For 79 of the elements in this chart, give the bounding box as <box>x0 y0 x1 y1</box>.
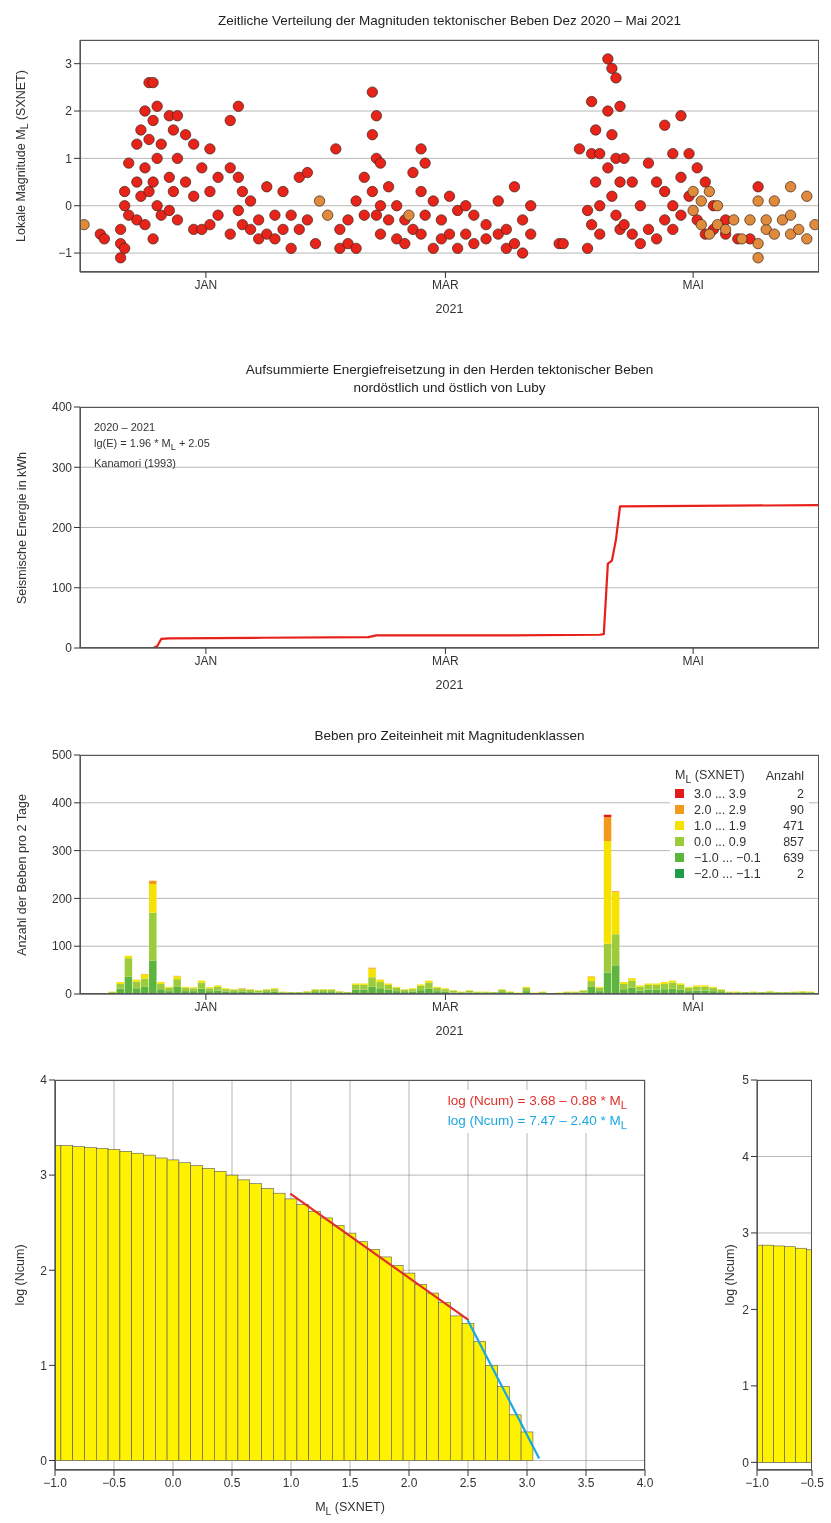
y-tick-label: 100 <box>51 939 73 954</box>
y-tick-label: −1 <box>58 246 73 261</box>
x-tick-label: MAI <box>682 999 704 1014</box>
annotation: 639 <box>783 850 804 865</box>
y-tick-label: 0 <box>742 1455 750 1470</box>
x-tick-label: 0.0 <box>164 1475 182 1490</box>
annotation: Kanamori (1993) <box>94 457 176 470</box>
y-tick-label: 200 <box>51 891 73 906</box>
x-axis-title: 2021 <box>435 678 464 692</box>
y-tick-label: 1 <box>65 151 73 166</box>
legend-label: 0.0 ... 0.9 <box>694 834 747 849</box>
annotation: Anzahl <box>765 769 804 784</box>
y-tick-label: 400 <box>51 796 73 811</box>
y-tick-label: 4 <box>742 1149 750 1164</box>
x-tick-label: 3.0 <box>518 1475 536 1490</box>
text: log (Ncum) = 3.68 – 0.88 * M$_{L}$ <box>447 1093 627 1111</box>
y-tick-label: 0 <box>40 1453 48 1468</box>
x-tick-label: 1.5 <box>341 1475 359 1490</box>
x-axis-title: 2021 <box>435 302 464 316</box>
x-axis-title: M$_{L}$ (SXNET) <box>315 1500 385 1517</box>
x-tick-label: 2.0 <box>400 1475 418 1490</box>
y-tick-label: 2 <box>40 1263 48 1278</box>
chart-title: Beben pro Zeiteinheit mit Magnitudenklassen <box>314 728 585 743</box>
chart-title: Aufsummierte Energiefreisetzung in den Herden tektonischer Beben nordöstlich und östlich von Luby <box>245 362 654 395</box>
annotation: 2020 – 2021 <box>94 421 156 433</box>
legend-label: 2.0 ... 2.9 <box>694 802 747 817</box>
y-tick-label: 0 <box>65 641 73 656</box>
legend-label: −1.0 ... −0.1 <box>694 850 761 865</box>
x-tick-label: 2.5 <box>459 1475 477 1490</box>
y-tick-label: 1 <box>742 1379 750 1394</box>
x-tick-label: MAI <box>682 277 704 292</box>
annotation: lg(E) = 1.96 * M$_{L}$ + 2.05 <box>94 437 210 453</box>
x-tick-label: 1.0 <box>282 1475 300 1490</box>
y-tick-label: 5 <box>742 1073 750 1088</box>
y-axis-title: log (Ncum) <box>13 1244 27 1306</box>
y-tick-label: 400 <box>51 400 73 415</box>
y-tick-label: 100 <box>51 581 73 596</box>
x-tick-label: MAI <box>682 653 704 668</box>
x-tick-label: −0.5 <box>800 1475 825 1490</box>
legend-label: 3.0 ... 3.9 <box>694 786 747 801</box>
y-tick-label: 3 <box>65 56 73 71</box>
x-tick-label: JAN <box>194 653 218 668</box>
annotation: 471 <box>783 818 804 833</box>
y-axis-title: Seismische Energie in kWh <box>15 451 29 604</box>
y-axis-title: log (Ncum) <box>723 1244 737 1306</box>
x-tick-label: 3.5 <box>577 1475 595 1490</box>
annotation: 2 <box>797 786 804 801</box>
y-tick-label: 2 <box>742 1302 750 1317</box>
y-tick-label: 3 <box>742 1226 750 1241</box>
y-tick-label: 0 <box>65 198 73 213</box>
annotation: 2 <box>797 866 804 881</box>
y-tick-label: 3 <box>40 1168 48 1183</box>
legend-title: M$_{L}$ (SXNET) <box>675 768 745 785</box>
x-tick-label: −1.0 <box>43 1475 68 1490</box>
y-axis-title: Anzahl der Beben pro 2 Tage <box>15 793 29 956</box>
annotation: 90 <box>790 802 804 817</box>
annotation: 857 <box>783 834 804 849</box>
x-tick-label: −1.0 <box>745 1475 770 1490</box>
text: log (Ncum) = 7.47 – 2.40 * M$_{L}$ <box>447 1112 627 1131</box>
x-tick-label: −0.5 <box>102 1475 127 1490</box>
x-tick-label: JAN <box>194 999 218 1014</box>
y-tick-label: 300 <box>51 460 73 475</box>
legend-label: −2.0 ... −1.1 <box>694 866 761 881</box>
y-tick-label: 1 <box>40 1358 48 1373</box>
x-tick-label: MAR <box>432 277 460 292</box>
legend-label: 1.0 ... 1.9 <box>694 818 747 833</box>
y-tick-label: 300 <box>51 843 73 858</box>
chart-title: Zeitliche Verteilung der Magnituden tektonischer Beben Dez 2020 – Mai 2021 <box>217 13 682 28</box>
x-tick-label: MAR <box>432 999 460 1014</box>
x-tick-label: 0.5 <box>223 1475 241 1490</box>
x-axis-title: 2021 <box>435 1024 464 1038</box>
y-tick-label: 0 <box>65 987 73 1002</box>
x-tick-label: JAN <box>194 277 218 292</box>
y-tick-label: 200 <box>51 520 73 535</box>
y-tick-label: 4 <box>40 1073 48 1088</box>
x-tick-label: MAR <box>432 653 460 668</box>
y-tick-label: 500 <box>51 748 73 763</box>
x-tick-label: 4.0 <box>636 1475 654 1490</box>
y-tick-label: 2 <box>65 104 73 119</box>
